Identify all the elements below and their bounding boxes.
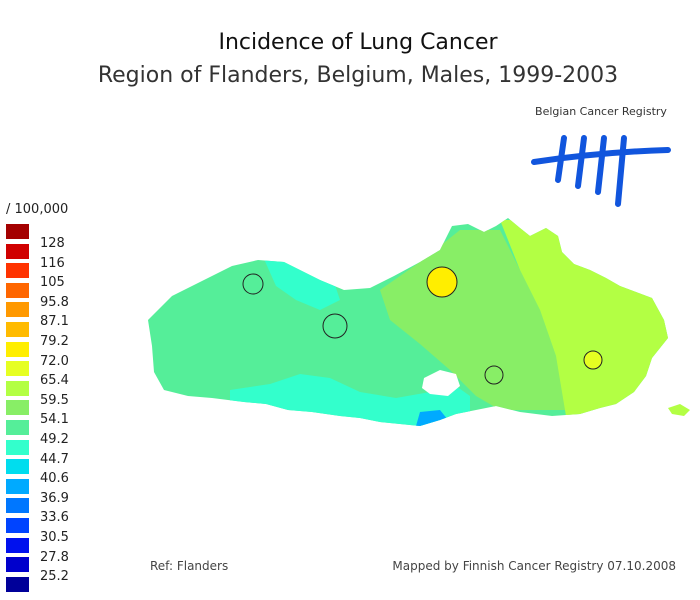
- legend-label: 95.8: [40, 294, 69, 310]
- legend-label: 59.5: [40, 392, 69, 408]
- legend-row: 116: [6, 243, 126, 271]
- region-marker: [322, 313, 348, 339]
- registry-tally-icon: [520, 100, 682, 214]
- legend-row: 49.2: [6, 420, 126, 447]
- legend-row: 40.6: [6, 459, 126, 486]
- region-marker-high: [583, 350, 603, 370]
- legend-label: 40.6: [40, 471, 69, 487]
- legend-swatch: [6, 341, 29, 357]
- legend-label: 54.1: [40, 412, 69, 428]
- map-subtitle: Region of Flanders, Belgium, Males, 1999…: [97, 63, 619, 88]
- legend-row: 59.5: [6, 380, 126, 408]
- legend-swatch: [6, 557, 29, 573]
- legend-swatch: [6, 498, 29, 514]
- credit-note: Mapped by Finnish Cancer Registry 07.10.…: [392, 559, 676, 573]
- legend-swatch: [6, 224, 29, 239]
- legend-row: 65.4: [6, 361, 126, 388]
- legend-row: 72.0: [6, 341, 126, 369]
- legend-swatch: [6, 439, 29, 455]
- legend-swatch: [6, 243, 29, 259]
- legend-swatch: [6, 420, 29, 435]
- legend-row: [6, 576, 126, 597]
- belgian-cancer-registry-logo: Belgian Cancer Registry: [520, 100, 682, 214]
- region-marker: [242, 273, 264, 295]
- legend-swatch: [6, 518, 29, 533]
- legend-label: 72.0: [40, 353, 69, 369]
- legend-swatch: [6, 282, 29, 298]
- legend-row: 25.2: [6, 557, 126, 584]
- legend-unit: / 100,000: [6, 202, 69, 217]
- legend-row: 33.6: [6, 498, 126, 525]
- legend-label: 116: [40, 255, 65, 271]
- legend-label: 128: [40, 236, 65, 251]
- legend-swatch: [6, 576, 29, 592]
- legend-row: 27.8: [6, 537, 126, 565]
- legend-row: 30.5: [6, 518, 126, 545]
- legend-row: 105: [6, 263, 126, 290]
- legend-swatch: [6, 361, 29, 377]
- legend-row: 44.7: [6, 439, 126, 467]
- region-marker: [484, 365, 504, 385]
- legend-swatch: [6, 263, 29, 279]
- logo-label: Belgian Cancer Registry: [535, 105, 667, 118]
- map-title: Incidence of Lung Cancer: [218, 30, 498, 55]
- flanders-region: [148, 218, 668, 426]
- reference-note: Ref: Flanders: [150, 559, 229, 573]
- legend-label: 27.8: [40, 549, 69, 565]
- legend-swatch: [6, 322, 29, 337]
- legend-row: 128: [6, 224, 126, 251]
- legend-row: 95.8: [6, 282, 126, 310]
- legend-swatch: [6, 400, 29, 416]
- legend-row: 87.1: [6, 302, 126, 329]
- region-marker-high: [426, 266, 458, 298]
- legend-swatch: [6, 302, 29, 318]
- legend-label: 87.1: [40, 314, 69, 330]
- legend-row: 79.2: [6, 322, 126, 349]
- legend-label: 49.2: [40, 432, 69, 447]
- east-islet: [668, 404, 690, 416]
- legend-label: 25.2: [40, 569, 69, 585]
- legend-swatch: [6, 380, 29, 396]
- legend-row: 54.1: [6, 400, 126, 427]
- legend-label: 65.4: [40, 373, 69, 389]
- legend-label: 33.6: [40, 510, 69, 526]
- legend-swatch: [6, 478, 29, 494]
- legend-label: 105: [40, 275, 65, 291]
- legend-label: 79.2: [40, 334, 69, 349]
- legend-label: 36.9: [40, 490, 69, 506]
- legend-row: 36.9: [6, 478, 126, 506]
- legend-label: 30.5: [40, 530, 69, 545]
- legend-label: 44.7: [40, 451, 69, 467]
- legend-swatch: [6, 537, 29, 553]
- legend-swatch: [6, 459, 29, 475]
